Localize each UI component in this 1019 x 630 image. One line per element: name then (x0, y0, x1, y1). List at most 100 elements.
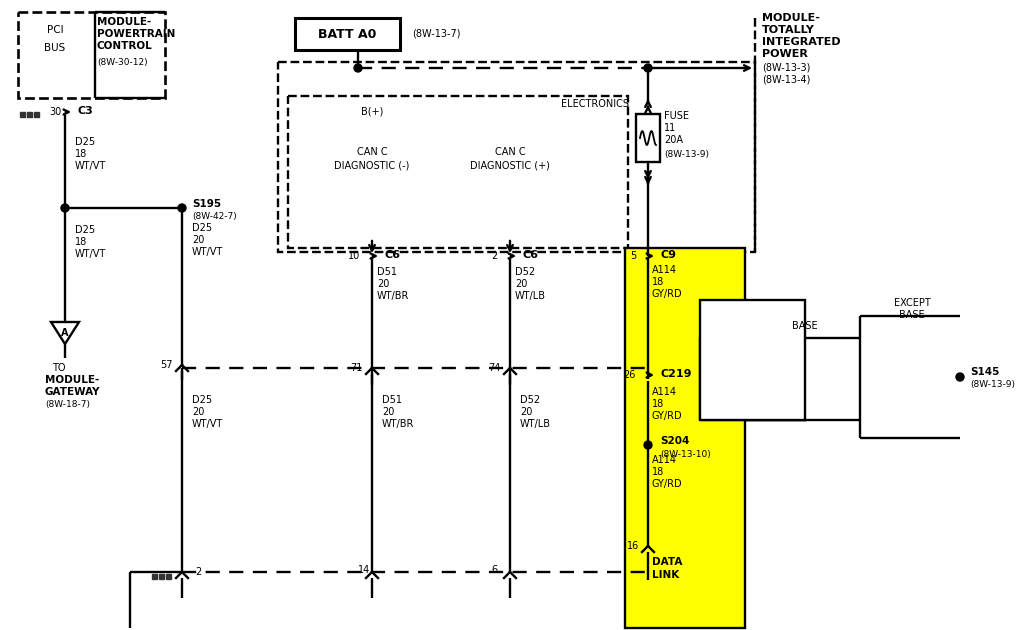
Text: D51: D51 (382, 395, 403, 405)
Text: D25: D25 (75, 225, 95, 235)
Text: C6: C6 (523, 250, 539, 260)
Text: 10: 10 (347, 251, 360, 261)
Bar (20, 112, 25, 117)
Text: 18: 18 (652, 399, 664, 409)
Bar (294, 18, 400, 50)
Text: 2: 2 (195, 567, 201, 577)
Text: MODULE-: MODULE- (45, 375, 99, 385)
Text: DIAGNOSTIC (+): DIAGNOSTIC (+) (470, 160, 550, 170)
Text: 20: 20 (515, 279, 528, 289)
Bar (636, 114, 660, 162)
Circle shape (178, 204, 186, 212)
Text: POWERTRAIN: POWERTRAIN (97, 29, 175, 39)
Text: S195: S195 (192, 199, 221, 209)
Text: 18: 18 (652, 277, 664, 287)
Text: A114: A114 (652, 455, 677, 465)
Text: 26: 26 (624, 370, 636, 380)
Text: TOTALLY: TOTALLY (762, 25, 815, 35)
Text: CONTROL: CONTROL (97, 41, 153, 51)
Text: BATT A0: BATT A0 (318, 28, 377, 40)
Text: WT/BR: WT/BR (382, 419, 415, 429)
Text: 20: 20 (192, 235, 205, 245)
Text: S204: S204 (660, 436, 690, 446)
Text: S145: S145 (970, 367, 1000, 377)
Text: (8W-13-7): (8W-13-7) (412, 29, 461, 39)
Text: DATA: DATA (652, 557, 683, 567)
Text: 14: 14 (358, 565, 370, 575)
Text: INTEGRATED: INTEGRATED (762, 37, 841, 47)
Text: 74: 74 (489, 363, 501, 373)
Text: PCI: PCI (47, 25, 63, 35)
Text: GY/RD: GY/RD (652, 479, 683, 489)
Text: CAN C: CAN C (357, 147, 387, 157)
Text: FUSE: FUSE (664, 111, 689, 121)
Text: A114: A114 (652, 265, 677, 275)
Text: GY/RD: GY/RD (652, 289, 683, 299)
Text: TO: TO (52, 363, 65, 373)
Text: GATEWAY: GATEWAY (45, 387, 101, 397)
Bar (700, 300, 805, 420)
Circle shape (644, 64, 652, 72)
Text: MODULE-: MODULE- (762, 13, 820, 23)
Text: 30: 30 (50, 107, 62, 117)
Text: (8W-13-3): (8W-13-3) (762, 63, 810, 73)
Text: D25: D25 (192, 395, 212, 405)
Text: 20A: 20A (664, 135, 683, 145)
Text: 2: 2 (492, 251, 498, 261)
Text: 6: 6 (492, 565, 498, 575)
Text: (8W-13-9): (8W-13-9) (970, 379, 1015, 389)
Text: DIAGNOSTIC (-): DIAGNOSTIC (-) (334, 160, 410, 170)
Text: WT/BR: WT/BR (377, 291, 410, 301)
Text: MODULE-: MODULE- (97, 17, 151, 27)
Bar (166, 574, 171, 579)
Text: A: A (61, 328, 68, 338)
Bar (34, 112, 39, 117)
Text: (8W-13-4): (8W-13-4) (762, 75, 810, 85)
Text: 20: 20 (382, 407, 394, 417)
Text: D52: D52 (515, 267, 535, 277)
Text: WT/VT: WT/VT (75, 161, 106, 171)
Circle shape (956, 373, 964, 381)
Text: CAN C: CAN C (494, 147, 526, 157)
Text: WT/VT: WT/VT (192, 419, 223, 429)
Text: B(+): B(+) (361, 107, 383, 117)
Text: 20: 20 (377, 279, 389, 289)
Text: POWER: POWER (762, 49, 808, 59)
Text: C9: C9 (661, 250, 677, 260)
Text: ELECTRONICS: ELECTRONICS (561, 99, 629, 109)
Text: D25: D25 (192, 223, 212, 233)
Text: 5: 5 (630, 251, 636, 261)
Text: (8W-13-10): (8W-13-10) (660, 449, 710, 459)
Text: LINK: LINK (652, 570, 680, 580)
Circle shape (61, 204, 69, 212)
Text: (8W-42-7): (8W-42-7) (192, 212, 236, 220)
Text: 18: 18 (75, 149, 88, 159)
Text: 20: 20 (520, 407, 532, 417)
Bar (159, 574, 164, 579)
Text: 18: 18 (75, 237, 88, 247)
Circle shape (644, 441, 652, 449)
Circle shape (354, 64, 362, 72)
Text: C3: C3 (78, 106, 94, 116)
Text: (8W-30-12): (8W-30-12) (97, 57, 148, 67)
Text: BUS: BUS (45, 43, 65, 53)
Text: GY/RD: GY/RD (652, 411, 683, 421)
Text: 11: 11 (664, 123, 677, 133)
Text: 18: 18 (652, 467, 664, 477)
Text: (8W-13-9): (8W-13-9) (664, 149, 709, 159)
Text: A114: A114 (652, 387, 677, 397)
Text: 20: 20 (192, 407, 205, 417)
Text: WT/VT: WT/VT (75, 249, 106, 259)
Text: 57: 57 (161, 360, 173, 370)
Text: D52: D52 (520, 395, 540, 405)
Text: 71: 71 (351, 363, 363, 373)
Text: (8W-18-7): (8W-18-7) (45, 399, 90, 408)
Text: C219: C219 (661, 369, 693, 379)
Bar (625, 248, 745, 628)
Text: C6: C6 (385, 250, 401, 260)
Text: WT/LB: WT/LB (520, 419, 551, 429)
Text: WT/LB: WT/LB (515, 291, 546, 301)
Text: BASE: BASE (899, 310, 925, 320)
Text: 16: 16 (627, 541, 639, 551)
Text: D51: D51 (377, 267, 397, 277)
